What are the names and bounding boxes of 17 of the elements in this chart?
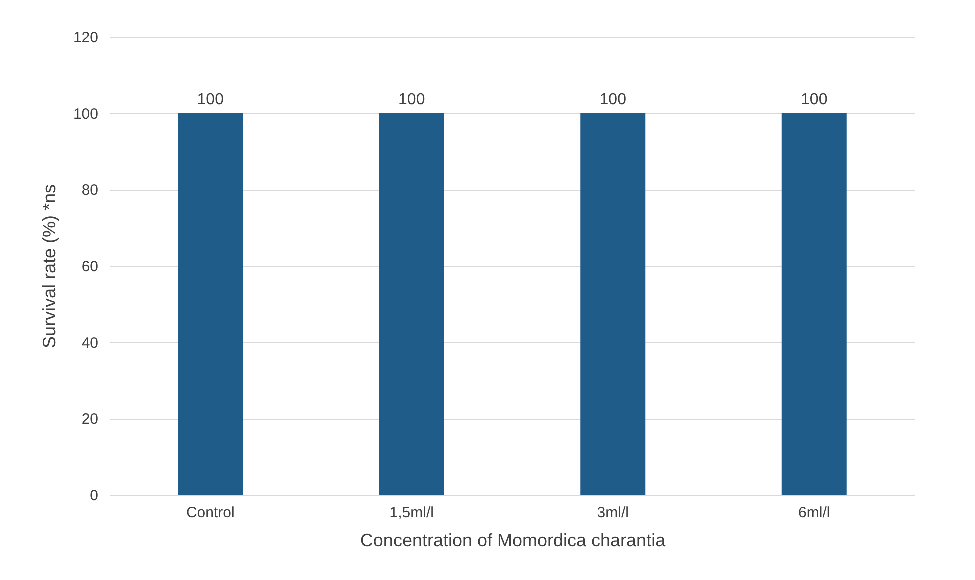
- y-tick-label: 100: [73, 106, 98, 123]
- data-label: 100: [801, 91, 828, 108]
- y-tick-label: 120: [73, 30, 98, 46]
- x-tick-label: 1,5ml/l: [390, 504, 434, 522]
- x-tick-label: 6ml/l: [798, 504, 830, 522]
- y-tick-label: 60: [82, 258, 98, 276]
- x-tick-label: 3ml/l: [597, 504, 629, 522]
- data-label: 100: [600, 91, 627, 108]
- y-tick-label: 20: [82, 411, 98, 428]
- x-tick-label: Control: [186, 504, 235, 522]
- data-label: 100: [398, 91, 426, 108]
- y-tick-label: 40: [82, 334, 98, 352]
- data-label: 100: [197, 91, 224, 108]
- y-tick-label: 80: [82, 182, 98, 200]
- y-tick-label: 0: [90, 488, 98, 504]
- y-axis-title: Survival rate (%) *ns: [39, 184, 60, 349]
- x-axis-title: Concentration of Momordica charantia: [360, 530, 667, 550]
